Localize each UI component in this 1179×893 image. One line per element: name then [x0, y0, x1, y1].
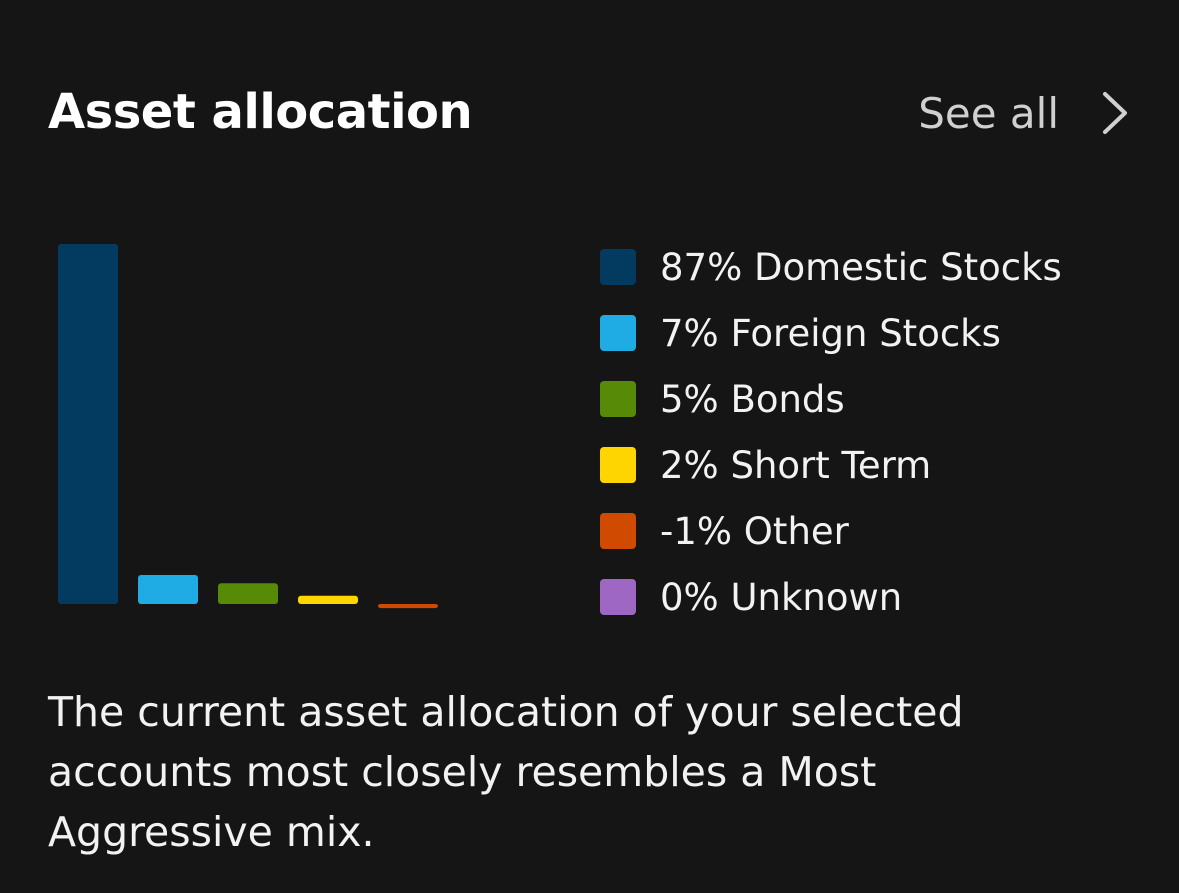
- legend-label: -1% Other: [660, 509, 849, 553]
- chart-legend: 87% Domestic Stocks 7% Foreign Stocks 5%…: [600, 234, 1062, 630]
- legend-item-bonds: 5% Bonds: [600, 366, 1062, 432]
- bar-bonds: [218, 583, 278, 604]
- see-all-label: See all: [918, 88, 1059, 138]
- legend-swatch: [600, 447, 636, 483]
- legend-item-short-term: 2% Short Term: [600, 432, 1062, 498]
- legend-label: 7% Foreign Stocks: [660, 311, 1001, 355]
- allocation-summary-text: The current asset allocation of your sel…: [48, 688, 964, 856]
- legend-label: 87% Domestic Stocks: [660, 245, 1062, 289]
- legend-item-domestic-stocks: 87% Domestic Stocks: [600, 234, 1062, 300]
- section-title: Asset allocation: [48, 84, 473, 140]
- legend-swatch: [600, 579, 636, 615]
- allocation-bar-chart: [58, 244, 438, 609]
- legend-label: 5% Bonds: [660, 377, 845, 421]
- bar-short-term: [298, 595, 358, 604]
- legend-label: 0% Unknown: [660, 575, 903, 619]
- bar-domestic-stocks: [58, 244, 118, 604]
- chevron-right-icon: [1103, 92, 1127, 134]
- bar-other: [378, 604, 438, 609]
- legend-swatch: [600, 315, 636, 351]
- legend-swatch: [600, 513, 636, 549]
- legend-item-other: -1% Other: [600, 498, 1062, 564]
- legend-swatch: [600, 249, 636, 285]
- legend-item-unknown: 0% Unknown: [600, 564, 1062, 630]
- see-all-link[interactable]: See all: [918, 86, 1131, 140]
- legend-swatch: [600, 381, 636, 417]
- bar-foreign-stocks: [138, 575, 198, 604]
- legend-item-foreign-stocks: 7% Foreign Stocks: [600, 300, 1062, 366]
- legend-label: 2% Short Term: [660, 443, 932, 487]
